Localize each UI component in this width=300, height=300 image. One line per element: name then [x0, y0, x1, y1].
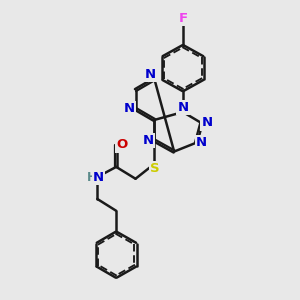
Text: N: N — [143, 134, 154, 147]
Text: N: N — [196, 136, 207, 149]
Text: N: N — [202, 116, 213, 130]
Text: O: O — [116, 139, 128, 152]
Text: H: H — [87, 170, 97, 184]
Text: F: F — [178, 12, 188, 25]
Text: N: N — [124, 103, 135, 116]
Text: N: N — [177, 101, 188, 114]
Text: S: S — [150, 162, 159, 175]
Text: N: N — [93, 170, 104, 184]
Text: N: N — [144, 68, 156, 81]
